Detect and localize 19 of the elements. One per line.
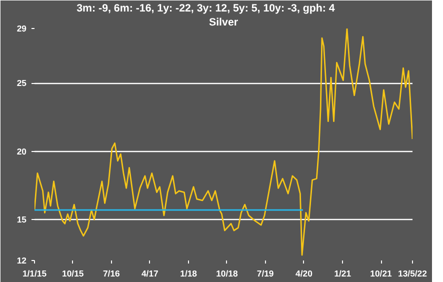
x-tick-label: 1/21 <box>334 268 352 278</box>
x-tick-label: 10/21 <box>370 268 392 278</box>
y-tick-label: 12 <box>16 256 27 266</box>
x-tick-label: 1/18 <box>180 268 198 278</box>
x-tick-label: 4/20 <box>296 268 313 278</box>
x-tick-label: 13/5/22 <box>398 268 428 278</box>
x-tick-label: 10/15 <box>62 268 84 278</box>
x-tick-label: 7/19 <box>256 268 274 278</box>
x-tick-label: 1/1/15 <box>22 268 47 278</box>
y-tick-label: 25 <box>16 78 27 88</box>
y-tick-label: 20 <box>16 146 27 156</box>
y-tick-label: 15 <box>16 214 27 225</box>
x-tick-label: 10/18 <box>216 268 238 278</box>
chart-title: Silver <box>208 16 238 28</box>
chart-subtitle: 3m: -9, 6m: -16, 1y: -22, 3y: 12, 5y: 5, 10y: -3, gph: 4 <box>76 2 335 14</box>
x-tick-label: 7/16 <box>102 268 120 278</box>
y-tick-label: 29 <box>16 24 27 34</box>
line-series <box>34 28 412 256</box>
x-tick-label: 4/17 <box>141 268 159 278</box>
